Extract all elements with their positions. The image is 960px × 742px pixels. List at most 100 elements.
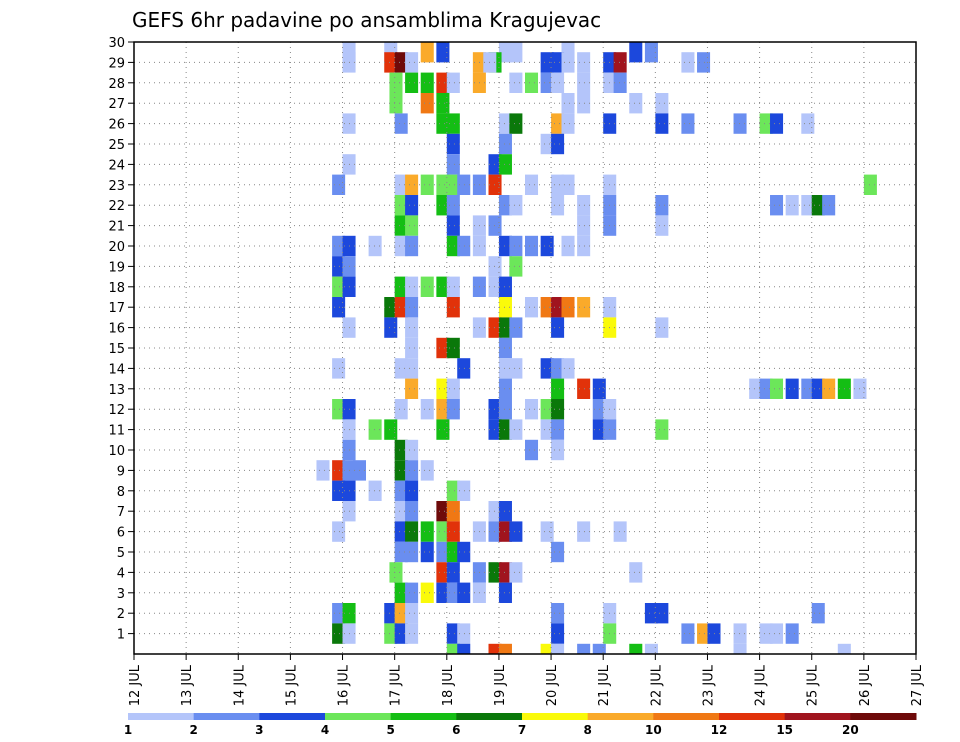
precip-cell xyxy=(446,215,460,236)
precip-cell xyxy=(457,582,471,603)
precip-cell xyxy=(405,297,419,318)
precip-cell xyxy=(384,419,398,440)
y-tick-label: 27 xyxy=(108,97,125,112)
precip-cell xyxy=(561,358,575,379)
precip-cell xyxy=(525,439,539,461)
precip-cell xyxy=(540,358,554,379)
precip-cell xyxy=(498,195,512,216)
colorbar-swatch xyxy=(128,713,195,720)
precip-cell xyxy=(446,521,460,542)
precip-cell xyxy=(509,256,523,277)
precip-cell xyxy=(405,378,419,399)
precip-cell xyxy=(405,235,419,257)
precip-cell xyxy=(394,501,408,522)
precip-cell xyxy=(436,399,450,420)
precip-cell xyxy=(770,195,784,216)
precip-cell xyxy=(498,317,512,338)
precip-cell xyxy=(436,113,450,134)
precip-cell xyxy=(420,399,434,420)
precip-cell xyxy=(498,378,512,399)
precip-cell xyxy=(525,174,539,195)
y-tick-label: 13 xyxy=(108,383,125,398)
precip-cell xyxy=(498,276,512,297)
precip-cell xyxy=(498,297,512,318)
precip-cell xyxy=(405,337,419,359)
y-tick-label: 12 xyxy=(108,403,125,418)
precip-cell xyxy=(785,378,799,399)
precip-cell xyxy=(592,643,606,654)
precip-cell xyxy=(394,195,408,216)
y-tick-label: 29 xyxy=(108,56,125,71)
precip-cell xyxy=(655,419,669,440)
grid-lines xyxy=(134,42,916,654)
precip-cell xyxy=(551,399,565,420)
precip-cell xyxy=(384,623,398,644)
y-tick-label: 23 xyxy=(108,179,125,194)
precip-cell xyxy=(759,113,773,134)
precip-cell xyxy=(577,195,591,216)
precip-cell xyxy=(405,174,419,195)
x-tick-label: 20 JUL xyxy=(545,664,560,706)
y-tick-label: 26 xyxy=(108,118,125,133)
x-tick-label: 15 JUL xyxy=(284,664,299,706)
x-tick-label: 27 JUL xyxy=(910,664,925,706)
precip-cell xyxy=(509,419,523,440)
precip-cell xyxy=(394,623,408,644)
precip-cell xyxy=(488,562,502,583)
precip-cell xyxy=(394,52,408,73)
precip-cell xyxy=(644,603,658,624)
precip-cell xyxy=(577,215,591,236)
precip-cell xyxy=(446,501,460,522)
precip-cell xyxy=(436,195,450,216)
x-tick-label: 18 JUL xyxy=(441,664,456,706)
precip-cell xyxy=(436,521,450,542)
precip-cell xyxy=(446,643,460,654)
precip-cell xyxy=(332,174,346,195)
precip-cell xyxy=(436,419,450,440)
y-tick-label: 2 xyxy=(117,607,125,622)
precip-cell xyxy=(405,480,419,501)
y-tick-label: 6 xyxy=(117,526,125,541)
precip-cell xyxy=(577,72,591,93)
precip-cell xyxy=(801,113,815,134)
precip-cell xyxy=(822,378,836,399)
precipitation-cells xyxy=(316,42,877,654)
colorbar-swatch xyxy=(325,713,392,720)
precip-cell xyxy=(332,480,346,501)
x-tick-label: 17 JUL xyxy=(389,664,404,706)
precip-cell xyxy=(332,276,346,297)
precip-cell xyxy=(446,133,460,155)
y-axis-ticks: 1234567891011121314151617181920212223242… xyxy=(108,36,134,643)
precip-cell xyxy=(446,113,460,134)
precip-cell xyxy=(697,52,711,73)
precip-cell xyxy=(457,174,471,195)
precip-cell xyxy=(551,623,565,644)
precip-cell xyxy=(525,235,539,257)
precip-cell xyxy=(436,42,450,63)
precip-cell xyxy=(811,378,825,399)
precip-cell xyxy=(488,643,502,654)
precip-cell xyxy=(394,276,408,297)
precip-cell xyxy=(436,501,450,522)
precip-cell xyxy=(446,582,460,603)
precip-cell xyxy=(509,235,523,257)
precip-cell xyxy=(811,603,825,624)
precip-cell xyxy=(436,93,450,114)
precip-cell xyxy=(446,72,460,93)
precip-cell xyxy=(577,93,591,114)
y-tick-label: 9 xyxy=(117,464,125,479)
y-tick-label: 3 xyxy=(117,587,125,602)
precip-cell xyxy=(551,603,565,624)
precip-cell xyxy=(368,480,382,501)
precip-cell xyxy=(551,541,565,563)
precip-cell xyxy=(540,399,554,420)
precip-cell xyxy=(405,439,419,461)
y-tick-label: 24 xyxy=(108,158,125,173)
precip-cell xyxy=(420,541,434,563)
precip-cell xyxy=(561,93,575,114)
precip-cell xyxy=(436,541,450,563)
precip-cell xyxy=(801,195,815,216)
precip-cell xyxy=(488,317,502,338)
y-tick-label: 19 xyxy=(108,260,125,275)
colorbar-swatch xyxy=(850,713,917,720)
